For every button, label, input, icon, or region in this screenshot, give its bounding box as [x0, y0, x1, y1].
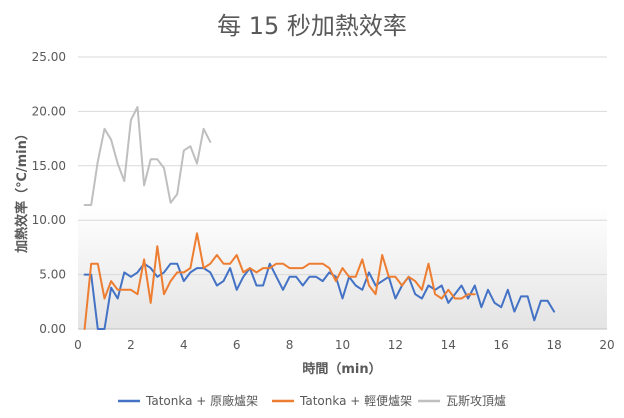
- x-tick-label: 2: [127, 338, 135, 352]
- y-tick-label: 0.00: [39, 322, 66, 336]
- series-line-2: [83, 232, 476, 330]
- chart-title: 每 15 秒加熱效率: [217, 12, 407, 40]
- legend-entry-3: 瓦斯攻頂爐: [418, 393, 506, 408]
- x-tick-label: 8: [286, 338, 294, 352]
- plot-background: [78, 57, 607, 329]
- y-axis-ticks: 0.00 5.00 10.00 15.00 20.00 25.00: [32, 50, 66, 336]
- y-tick-label: 10.00: [32, 213, 66, 227]
- x-tick-label: 12: [388, 338, 403, 352]
- y-tick-label: 15.00: [32, 159, 66, 173]
- series-line-3: [83, 106, 212, 206]
- x-tick-label: 20: [599, 338, 614, 352]
- series-layer: [83, 106, 556, 330]
- y-tick-label: 5.00: [39, 268, 66, 282]
- legend-entry-2: Tatonka + 輕便爐架: [272, 393, 412, 408]
- x-tick-label: 6: [233, 338, 241, 352]
- x-tick-label: 14: [441, 338, 456, 352]
- x-tick-label: 18: [546, 338, 561, 352]
- y-tick-label: 25.00: [32, 50, 66, 64]
- x-axis-ticks: 0 2 4 6 8 10 12 14 16 18 20: [74, 338, 614, 352]
- legend-label: Tatonka + 原廠爐架: [145, 393, 258, 408]
- gridlines: [78, 56, 607, 330]
- x-tick-label: 10: [335, 338, 350, 352]
- x-axis-title: 時間（min）: [302, 361, 381, 377]
- x-tick-label: 4: [180, 338, 188, 352]
- legend: Tatonka + 原廠爐架 Tatonka + 輕便爐架 瓦斯攻頂爐: [118, 393, 506, 408]
- y-axis-title: 加熱效率（℃/min）: [14, 127, 30, 254]
- legend-label: Tatonka + 輕便爐架: [299, 393, 412, 408]
- legend-label: 瓦斯攻頂爐: [446, 393, 506, 408]
- series-line-1: [83, 262, 556, 330]
- x-tick-label: 16: [494, 338, 509, 352]
- x-tick-label: 0: [74, 338, 82, 352]
- legend-entry-1: Tatonka + 原廠爐架: [118, 393, 258, 408]
- y-tick-label: 20.00: [32, 104, 66, 118]
